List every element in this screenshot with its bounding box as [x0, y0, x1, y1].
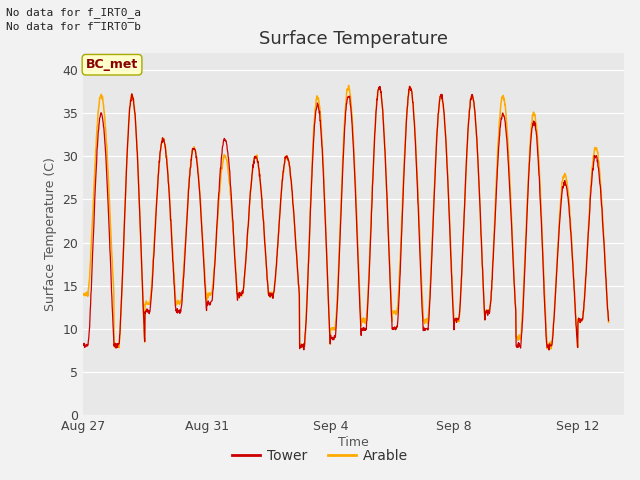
Text: No data for f̅IRT0̅b: No data for f̅IRT0̅b [6, 22, 141, 32]
Legend: Tower, Arable: Tower, Arable [227, 443, 413, 468]
Text: BC_met: BC_met [86, 58, 138, 71]
X-axis label: Time: Time [338, 436, 369, 449]
Y-axis label: Surface Temperature (C): Surface Temperature (C) [44, 157, 57, 311]
Text: No data for f_IRT0_a: No data for f_IRT0_a [6, 7, 141, 18]
Title: Surface Temperature: Surface Temperature [259, 30, 448, 48]
